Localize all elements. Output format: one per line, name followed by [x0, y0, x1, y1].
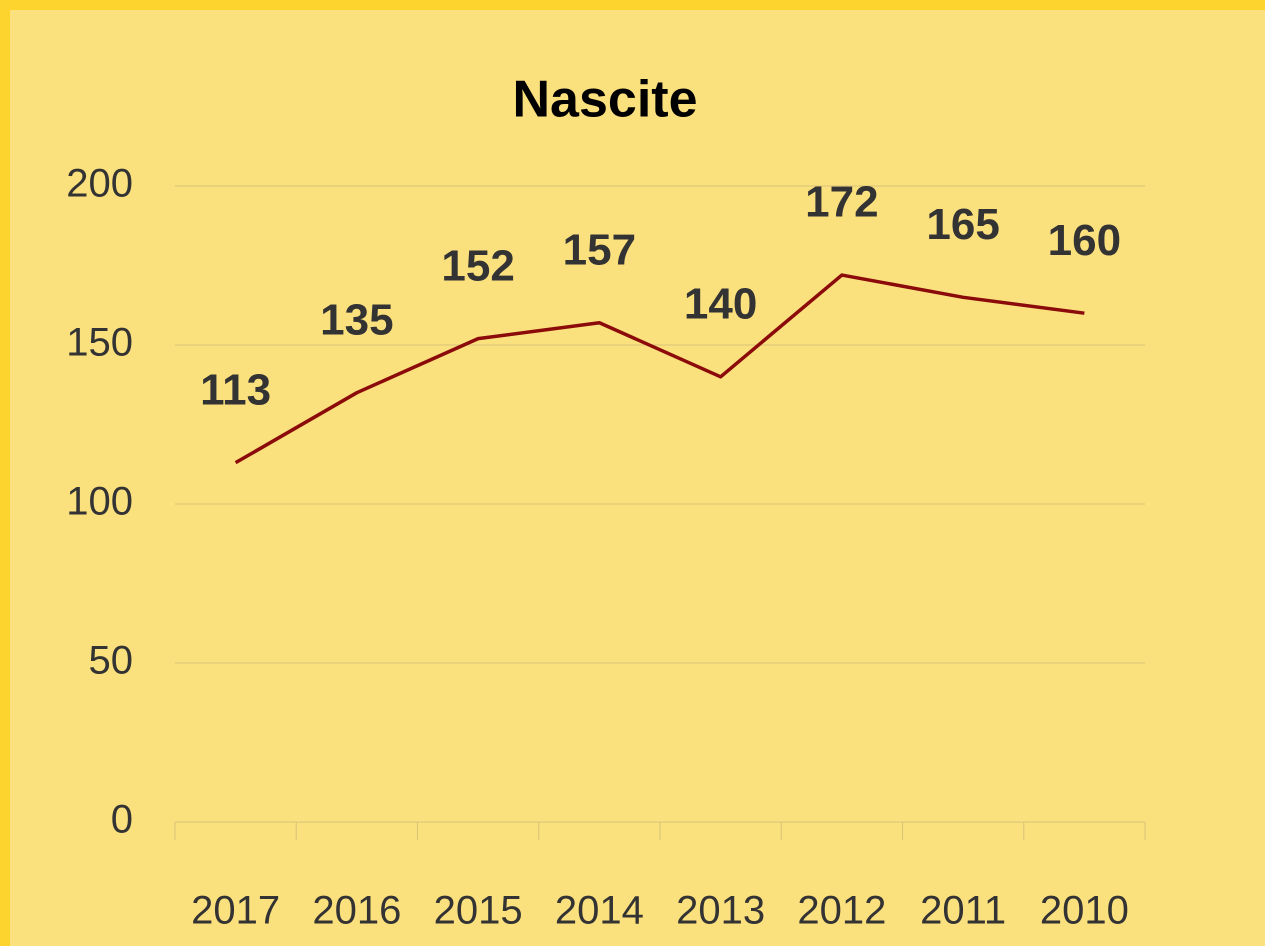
y-tick-label: 200 [66, 162, 133, 206]
data-label: 140 [684, 279, 757, 328]
x-tick-label: 2011 [920, 889, 1006, 933]
x-tick-label: 2013 [676, 889, 765, 933]
chart-title: Nascite [513, 71, 698, 129]
data-label: 113 [200, 365, 271, 414]
x-tick-label: 2015 [434, 889, 523, 933]
line [234, 273, 1085, 465]
y-tick-label: 100 [66, 480, 133, 524]
y-tick-label: 50 [89, 639, 134, 683]
data-label: 135 [320, 295, 393, 344]
chart-background [10, 10, 1265, 946]
data-label: 172 [805, 178, 878, 227]
y-tick-label: 150 [66, 321, 133, 365]
x-tick-label: 2012 [797, 889, 886, 933]
data-label: 157 [563, 225, 636, 274]
x-tick-label: 2010 [1040, 889, 1129, 933]
x-tick-label: 2016 [312, 889, 401, 933]
data-label: 165 [926, 200, 999, 249]
data-label: 152 [441, 241, 514, 290]
x-tick-label: 2014 [555, 889, 644, 933]
data-label: 160 [1048, 216, 1121, 265]
y-tick-label: 0 [111, 798, 133, 842]
x-tick-label: 2017 [191, 889, 280, 933]
